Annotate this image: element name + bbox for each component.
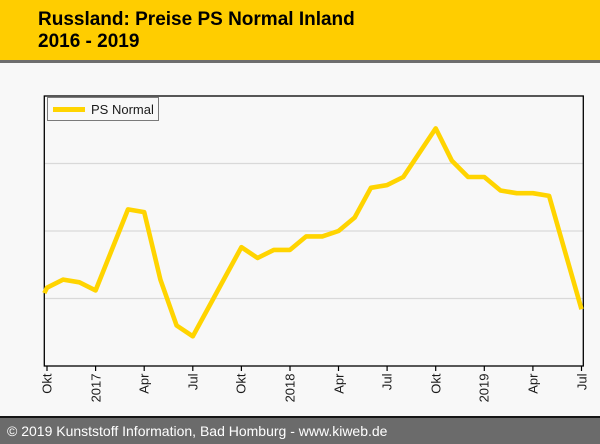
- x-axis-label: Okt: [428, 373, 444, 394]
- x-axis-label: Apr: [525, 373, 541, 394]
- chart-region: PS Normal Okt 2017 Apr Jul Okt 2018 Apr Jul Okt 2…: [0, 63, 600, 416]
- footer-divider: [0, 416, 600, 418]
- chart-title-line2: 2016 - 2019: [38, 31, 140, 52]
- x-axis-label: 2019: [476, 373, 492, 402]
- legend-line-swatch: [53, 106, 85, 112]
- x-axis-label: Jul: [574, 373, 589, 390]
- plot-svg: [42, 95, 584, 371]
- x-axis-label: Apr: [331, 373, 346, 394]
- x-axis-label: 2018: [282, 373, 298, 402]
- x-axis-label: 2017: [88, 373, 104, 402]
- chart-title-line1: Russland: Preise PS Normal Inland: [38, 9, 355, 30]
- x-axis-label: Jul: [185, 373, 201, 390]
- footer-credit-text: © 2019 Kunststoff Information, Bad Hombu…: [7, 423, 388, 439]
- x-axis-label: Okt: [39, 373, 55, 394]
- x-axis-label: Apr: [136, 373, 152, 394]
- header-divider: [0, 60, 600, 63]
- legend-label: PS Normal: [91, 101, 154, 117]
- x-axis-label: Jul: [379, 373, 395, 390]
- header-banner: Russland: Preise PS Normal Inland 2016 -…: [0, 0, 600, 60]
- price-line: [42, 126, 584, 339]
- plot-frame: [43, 95, 584, 367]
- legend: PS Normal: [47, 97, 159, 121]
- footer-credit-bar: © 2019 Kunststoff Information, Bad Hombu…: [0, 418, 600, 444]
- x-axis-label: Okt: [233, 373, 249, 394]
